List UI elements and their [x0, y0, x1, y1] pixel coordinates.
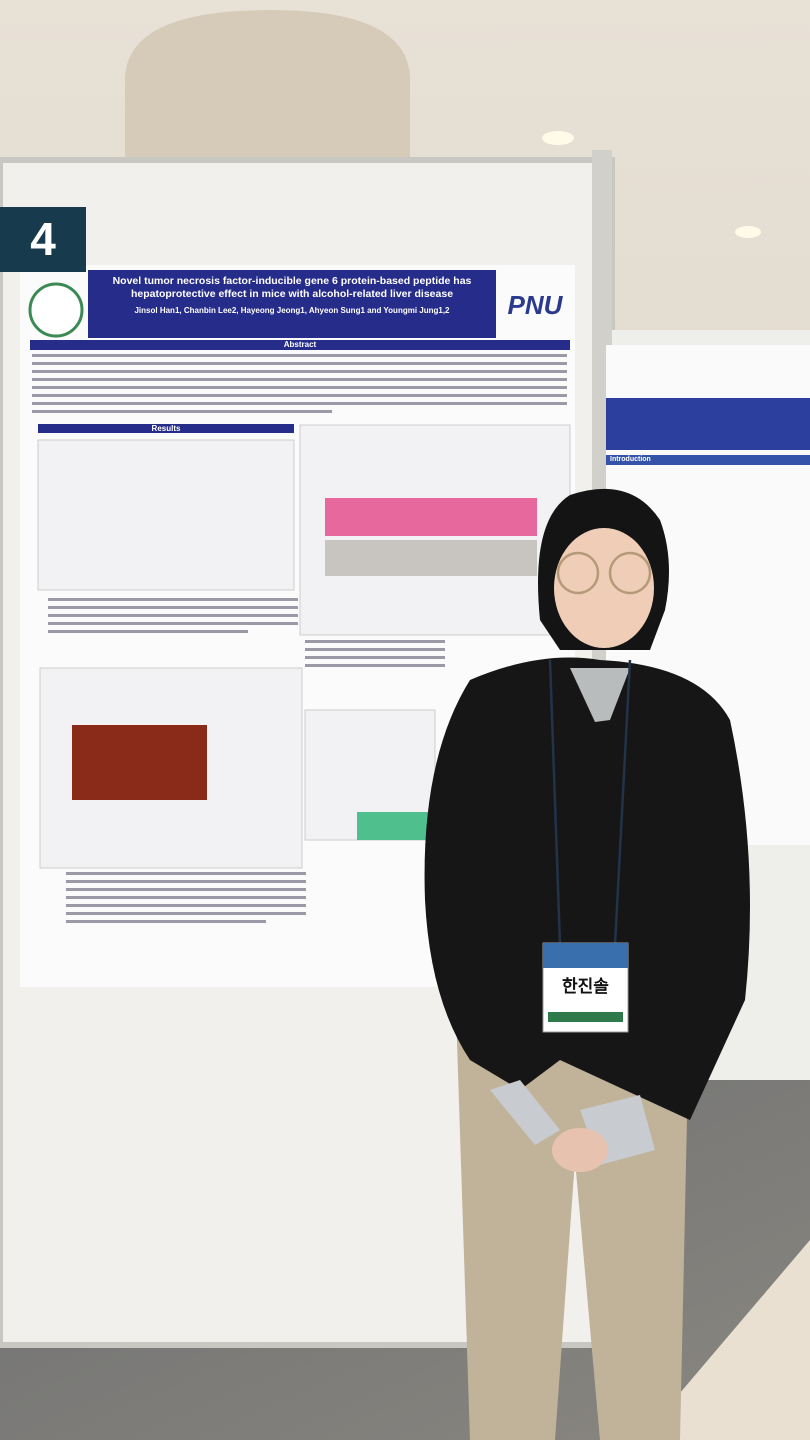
- section-heading: Results: [151, 424, 181, 433]
- side-section-bar: [606, 455, 810, 465]
- badge-name: 한진솔: [562, 977, 609, 996]
- title-banner: [88, 270, 496, 338]
- abstract-bar: [30, 340, 570, 350]
- number-box: [0, 207, 86, 272]
- abstract-text: [32, 354, 567, 413]
- university-logo: [28, 282, 84, 338]
- lanyard: [548, 659, 632, 946]
- poster-title: Novel tumor necrosis factor-inducible ge…: [112, 275, 472, 300]
- ceiling-light: [735, 226, 761, 238]
- hands: [552, 1128, 608, 1172]
- logo-text: PNU: [507, 290, 563, 320]
- histology-image: [325, 498, 537, 536]
- histology-image: [325, 540, 537, 576]
- ceiling-light: [542, 131, 574, 145]
- badge-footer: [548, 1012, 623, 1022]
- caption-text: [48, 598, 445, 923]
- sweater: [424, 657, 750, 1120]
- bangs: [548, 515, 660, 545]
- poster-authors: Jinsol Han1, Chanbin Lee2, Hayeong Jeong…: [134, 306, 450, 315]
- results-bar: [38, 424, 294, 433]
- glasses: [608, 551, 652, 595]
- shirt-collar: [570, 668, 630, 722]
- section-heading: Introduction: [610, 456, 651, 463]
- side-poster-header: [606, 398, 810, 450]
- floor-carpet: [640, 1240, 810, 1440]
- section-heading: Abstract: [283, 340, 317, 349]
- figure-panel: [37, 439, 295, 591]
- poster-number: 4: [30, 213, 56, 265]
- cuff: [490, 1080, 560, 1145]
- fluorescence-image: [357, 812, 432, 840]
- face: [554, 528, 654, 648]
- microscopy-image: [72, 725, 207, 800]
- glasses: [556, 551, 600, 595]
- badge-header: [543, 943, 628, 968]
- arch: [125, 10, 410, 160]
